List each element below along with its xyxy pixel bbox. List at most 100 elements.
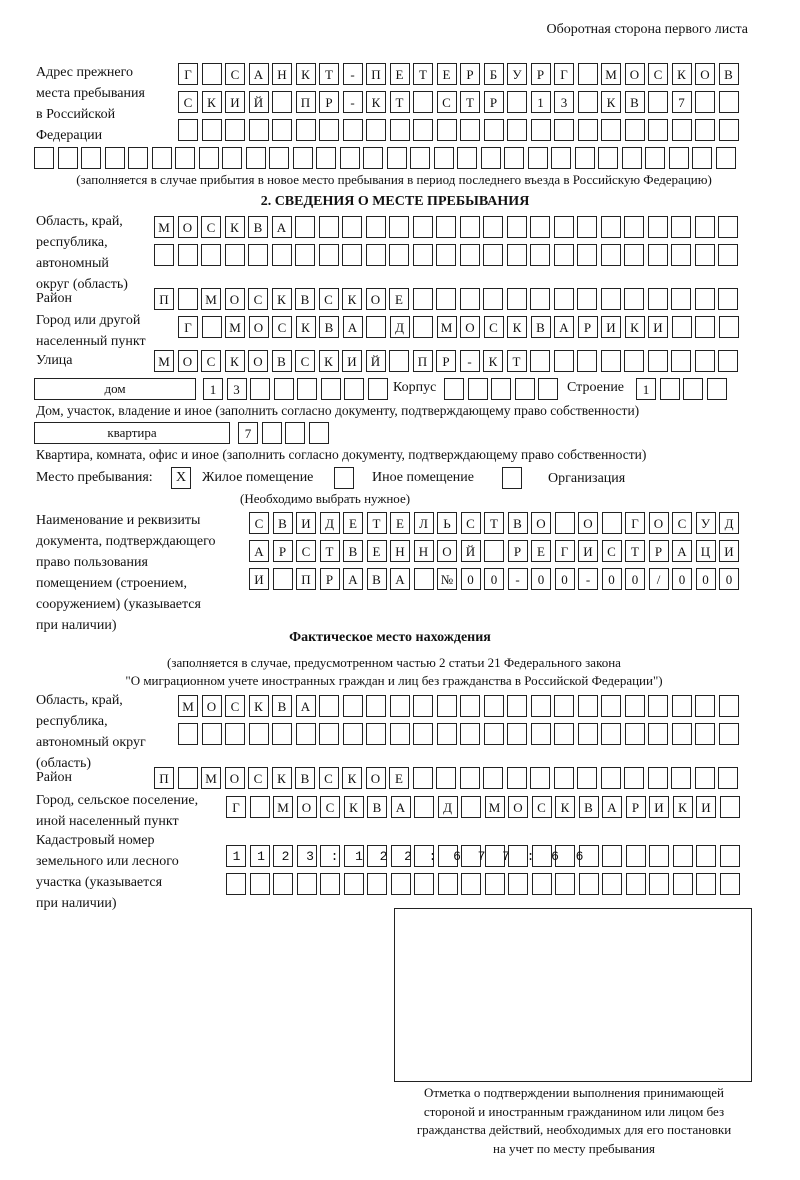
char-cell[interactable]: У — [695, 512, 716, 534]
char-cell[interactable]: С — [201, 350, 221, 372]
char-cell[interactable]: А — [248, 63, 269, 85]
char-cell[interactable]: Г — [554, 540, 575, 562]
char-cell[interactable]: 0 — [460, 568, 481, 590]
char-cell[interactable]: Г — [178, 316, 198, 338]
char-cell[interactable] — [624, 216, 644, 238]
char-cell[interactable]: О — [224, 767, 245, 789]
char-cell[interactable] — [225, 119, 245, 141]
korpus-row[interactable] — [444, 378, 562, 400]
char-cell[interactable]: П — [366, 63, 386, 85]
char-cell[interactable]: Т — [319, 63, 339, 85]
char-cell[interactable] — [624, 767, 644, 789]
char-cell[interactable]: Е — [389, 767, 409, 789]
char-cell[interactable] — [718, 767, 738, 789]
char-cell[interactable] — [695, 316, 715, 338]
char-cell[interactable]: О — [177, 350, 198, 372]
char-cell[interactable]: А — [249, 540, 269, 562]
char-cell[interactable]: С — [248, 288, 268, 310]
char-cell[interactable] — [484, 540, 504, 562]
char-cell[interactable]: Н — [272, 63, 292, 85]
char-cell[interactable] — [718, 350, 738, 372]
char-cell[interactable]: С — [436, 91, 457, 113]
char-cell[interactable] — [342, 723, 363, 745]
char-cell[interactable] — [530, 288, 550, 310]
char-cell[interactable] — [295, 216, 315, 238]
char-cell[interactable] — [483, 244, 503, 266]
char-cell[interactable] — [483, 288, 503, 310]
char-cell[interactable]: П — [412, 350, 433, 372]
char-cell[interactable] — [342, 119, 363, 141]
char-cell[interactable] — [647, 216, 668, 238]
char-cell[interactable]: К — [601, 91, 621, 113]
char-cell[interactable]: К — [555, 796, 575, 818]
char-cell[interactable]: Т — [625, 540, 645, 562]
char-cell[interactable]: К — [271, 767, 292, 789]
char-cell[interactable] — [433, 147, 454, 169]
char-cell[interactable] — [437, 845, 458, 867]
char-cell[interactable] — [624, 350, 644, 372]
char-cell[interactable]: 0 — [554, 568, 575, 590]
char-cell[interactable] — [718, 91, 739, 113]
char-cell[interactable]: И — [601, 316, 621, 338]
char-cell[interactable] — [554, 512, 575, 534]
char-cell[interactable] — [671, 288, 691, 310]
char-cell[interactable] — [249, 845, 270, 867]
char-cell[interactable]: К — [224, 216, 245, 238]
char-cell[interactable]: С — [460, 512, 481, 534]
char-cell[interactable] — [460, 695, 480, 717]
char-cell[interactable] — [177, 244, 198, 266]
char-cell[interactable] — [467, 378, 488, 400]
char-cell[interactable]: С — [318, 288, 339, 310]
prev-address-row-3[interactable] — [178, 119, 742, 141]
char-cell[interactable] — [530, 244, 550, 266]
char-cell[interactable] — [460, 119, 480, 141]
char-cell[interactable] — [715, 147, 736, 169]
char-cell[interactable]: Й — [460, 540, 481, 562]
stay-residential-checkbox[interactable]: X — [171, 467, 191, 489]
char-cell[interactable] — [624, 288, 644, 310]
char-cell[interactable] — [413, 316, 433, 338]
char-cell[interactable]: С — [318, 767, 339, 789]
char-cell[interactable] — [577, 767, 597, 789]
char-cell[interactable] — [389, 216, 409, 238]
char-cell[interactable] — [600, 244, 621, 266]
char-cell[interactable] — [201, 316, 222, 338]
char-cell[interactable]: К — [342, 767, 362, 789]
char-cell[interactable] — [366, 316, 386, 338]
char-cell[interactable]: М — [225, 316, 245, 338]
char-cell[interactable] — [577, 91, 598, 113]
document-row-3[interactable]: И П Р А В А № 0 0-0 0-0 0/0 0 0 — [249, 568, 743, 590]
char-cell[interactable] — [461, 845, 481, 867]
char-cell[interactable] — [719, 796, 740, 818]
char-cell[interactable] — [201, 63, 222, 85]
char-cell[interactable] — [412, 244, 433, 266]
char-cell[interactable] — [198, 147, 219, 169]
char-cell[interactable]: Г — [178, 63, 198, 85]
char-cell[interactable]: Т — [506, 350, 527, 372]
char-cell[interactable] — [718, 288, 738, 310]
char-cell[interactable] — [624, 723, 645, 745]
char-cell[interactable]: К — [483, 350, 503, 372]
char-cell[interactable] — [344, 378, 364, 400]
char-cell[interactable]: С — [601, 540, 622, 562]
char-cell[interactable]: К — [295, 63, 316, 85]
char-cell[interactable]: В — [272, 695, 292, 717]
char-cell[interactable] — [483, 695, 504, 717]
char-cell[interactable] — [672, 845, 693, 867]
char-cell[interactable]: Р — [272, 540, 293, 562]
char-cell[interactable]: С — [248, 767, 268, 789]
char-cell[interactable]: К — [248, 695, 269, 717]
char-cell[interactable]: С — [531, 796, 552, 818]
char-cell[interactable]: С — [483, 316, 504, 338]
char-cell[interactable]: И — [578, 540, 598, 562]
char-cell[interactable]: О — [508, 796, 528, 818]
char-cell[interactable] — [551, 147, 571, 169]
char-cell[interactable]: К — [295, 316, 316, 338]
char-cell[interactable] — [249, 873, 270, 895]
char-cell[interactable] — [480, 147, 501, 169]
char-cell[interactable]: Й — [248, 91, 269, 113]
char-cell[interactable]: К — [366, 91, 386, 113]
